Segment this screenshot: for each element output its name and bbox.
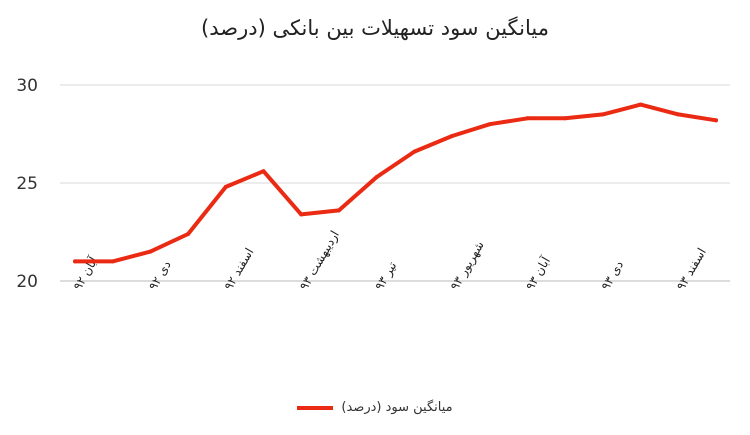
data-point[interactable] xyxy=(73,259,77,264)
x-tick-label: تیر ۹۳ xyxy=(372,259,400,293)
data-point[interactable] xyxy=(450,134,455,138)
data-point[interactable] xyxy=(336,208,341,213)
legend: میانگین سود (درصد) xyxy=(0,400,750,415)
legend-swatch xyxy=(297,405,334,410)
legend-item[interactable]: میانگین سود (درصد) xyxy=(297,400,453,415)
x-tick-label: اردیبهشت ۹۳ xyxy=(297,228,343,293)
data-point[interactable] xyxy=(299,212,304,217)
data-point[interactable] xyxy=(374,175,379,180)
data-point[interactable] xyxy=(638,102,643,107)
x-tick-label: اسفند ۹۳ xyxy=(674,246,709,293)
y-tick-label: 30 xyxy=(16,76,38,96)
data-point[interactable] xyxy=(563,116,568,121)
data-point[interactable] xyxy=(676,112,681,117)
x-tick-label: آبان ۹۳ xyxy=(522,253,553,292)
grid-layer xyxy=(60,84,730,282)
series-line-0 xyxy=(73,102,718,264)
data-point[interactable] xyxy=(600,112,605,117)
data-point[interactable] xyxy=(714,118,718,123)
data-point[interactable] xyxy=(412,149,417,154)
data-point[interactable] xyxy=(148,249,153,254)
y-tick-label: 25 xyxy=(16,174,38,194)
x-axis-ticks: آبان ۹۲ دی ۹۲ اسفند ۹۲ اردیبهشت ۹۳ تیر ۹۳ شهر… xyxy=(70,228,709,293)
x-tick-label: آبان ۹۲ xyxy=(70,253,101,292)
x-tick-label: دی ۹۲ xyxy=(146,258,174,292)
data-point[interactable] xyxy=(186,232,191,236)
y-axis-ticks: 20 25 30 xyxy=(16,76,38,292)
y-tick-label: 20 xyxy=(16,272,38,292)
data-point[interactable] xyxy=(110,259,115,264)
x-tick-label: شهریور ۹۳ xyxy=(448,239,488,293)
chart-title: میانگین سود تسهیلات بین بانکی (درصد) xyxy=(201,16,549,40)
data-point[interactable] xyxy=(525,116,530,121)
data-point[interactable] xyxy=(261,169,266,174)
data-point[interactable] xyxy=(487,122,492,127)
x-tick-label: اسفند ۹۲ xyxy=(221,246,256,293)
series-layer xyxy=(73,102,718,264)
x-tick-label: دی ۹۳ xyxy=(598,258,626,292)
legend-label: میانگین سود (درصد) xyxy=(341,400,453,415)
data-point[interactable] xyxy=(223,184,228,189)
